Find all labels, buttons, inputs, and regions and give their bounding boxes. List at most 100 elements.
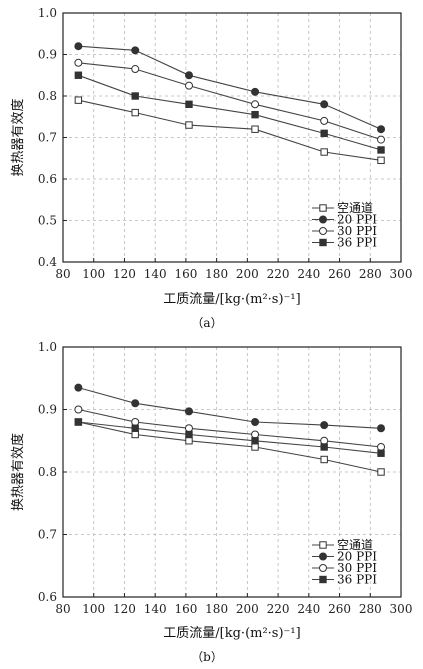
legend-marker (319, 564, 327, 572)
figure-caption: （b） (191, 650, 223, 664)
data-point (377, 125, 386, 134)
data-point (74, 405, 83, 414)
x-tick-label: 80 (55, 602, 70, 616)
series-1 (74, 383, 386, 433)
series-line (78, 99, 382, 161)
data-point (320, 116, 329, 125)
data-point (185, 121, 193, 129)
x-tick-label: 200 (236, 267, 259, 281)
legend-label: 空通道 (337, 538, 373, 552)
x-tick-label: 220 (267, 267, 290, 281)
series-2 (74, 58, 386, 144)
data-point (320, 129, 328, 138)
data-point (377, 146, 385, 154)
gridlines (63, 347, 401, 597)
data-point (320, 148, 328, 156)
x-tick-label: 160 (174, 602, 197, 616)
data-point (251, 437, 259, 445)
data-point (251, 418, 260, 426)
data-point (74, 42, 83, 51)
x-tick-label: 300 (390, 267, 413, 281)
chart-b: 80 100 120 140 160 180 200 220 240 260 280 300 0.6 0.… (10, 340, 412, 664)
x-tick-label: 240 (297, 602, 320, 616)
x-tick-label: 240 (297, 267, 320, 281)
y-tick-label: 1.0 (38, 340, 57, 354)
legend-label: 36 PPI (337, 573, 377, 587)
data-point (320, 455, 328, 464)
x-tick-label: 280 (359, 602, 382, 616)
series-0 (74, 96, 385, 165)
data-point (131, 418, 140, 426)
x-tick-label: 180 (205, 267, 228, 281)
data-point (184, 424, 193, 433)
y-tick-label: 0.5 (38, 214, 57, 228)
series-line (78, 74, 382, 151)
data-point (320, 443, 328, 451)
x-tick-label: 260 (328, 267, 351, 281)
y-tick-label: 0.8 (38, 89, 57, 103)
data-point (131, 92, 139, 100)
data-point (131, 399, 140, 408)
figure-caption: （a） (191, 316, 222, 330)
legend-label: 36 PPI (337, 236, 377, 250)
legend-label: 30 PPI (337, 561, 377, 575)
data-point (251, 443, 259, 451)
legend-marker (319, 215, 327, 224)
data-point (251, 100, 260, 109)
y-tick-label: 0.9 (38, 48, 57, 62)
data-point (74, 418, 83, 426)
series-line (78, 62, 382, 141)
y-tick-label: 0.7 (38, 528, 57, 542)
legend-label: 空通道 (337, 201, 373, 215)
data-point (74, 383, 83, 392)
y-tick-label: 0.8 (38, 465, 57, 479)
y-tick-label: 0.4 (38, 255, 57, 269)
series-3 (74, 71, 385, 154)
y-tick-label: 0.6 (38, 172, 57, 186)
data-point (377, 443, 386, 451)
data-point (74, 71, 83, 79)
x-tick-label: 140 (144, 602, 167, 616)
x-tick-label: 180 (205, 602, 228, 616)
data-point (377, 468, 385, 476)
y-tick-label: 1.0 (38, 6, 57, 20)
data-point (131, 108, 139, 117)
y-tick-label: 0.9 (38, 403, 57, 417)
x-tick-label: 120 (113, 602, 136, 616)
y-axis-title: 换热器有效度 (10, 98, 26, 176)
legend-label: 30 PPI (337, 224, 377, 238)
data-point (320, 421, 329, 430)
series-line (78, 421, 382, 454)
legend-marker (319, 204, 327, 212)
data-point (251, 110, 259, 119)
data-point (74, 58, 83, 67)
data-point (377, 156, 385, 165)
data-point (184, 81, 193, 90)
y-axis-title: 换热器有效度 (10, 433, 26, 511)
data-point (185, 437, 193, 445)
data-point (184, 71, 193, 80)
legend-marker (319, 575, 327, 584)
data-point (184, 407, 193, 416)
data-point (251, 125, 259, 133)
data-point (377, 449, 385, 457)
legend-marker (319, 238, 327, 247)
data-point (251, 87, 260, 96)
legend-label: 20 PPI (337, 213, 377, 227)
x-tick-label: 260 (328, 602, 351, 616)
legend-marker (319, 552, 327, 561)
x-tick-label: 80 (55, 267, 70, 281)
data-point (377, 135, 386, 144)
data-point (251, 430, 260, 439)
x-tick-label: 300 (390, 602, 413, 616)
legend-label: 20 PPI (337, 550, 377, 564)
chart-a: 80 100 120 140 160 180 200 220 240 260 280 300 0.4 0.… (10, 6, 412, 330)
x-axis-title: 工质流量/[kg·(m²·s)⁻¹] (163, 626, 300, 641)
x-tick-label: 120 (113, 267, 136, 281)
data-point (320, 100, 329, 109)
x-tick-label: 160 (174, 267, 197, 281)
x-tick-label: 200 (236, 602, 259, 616)
